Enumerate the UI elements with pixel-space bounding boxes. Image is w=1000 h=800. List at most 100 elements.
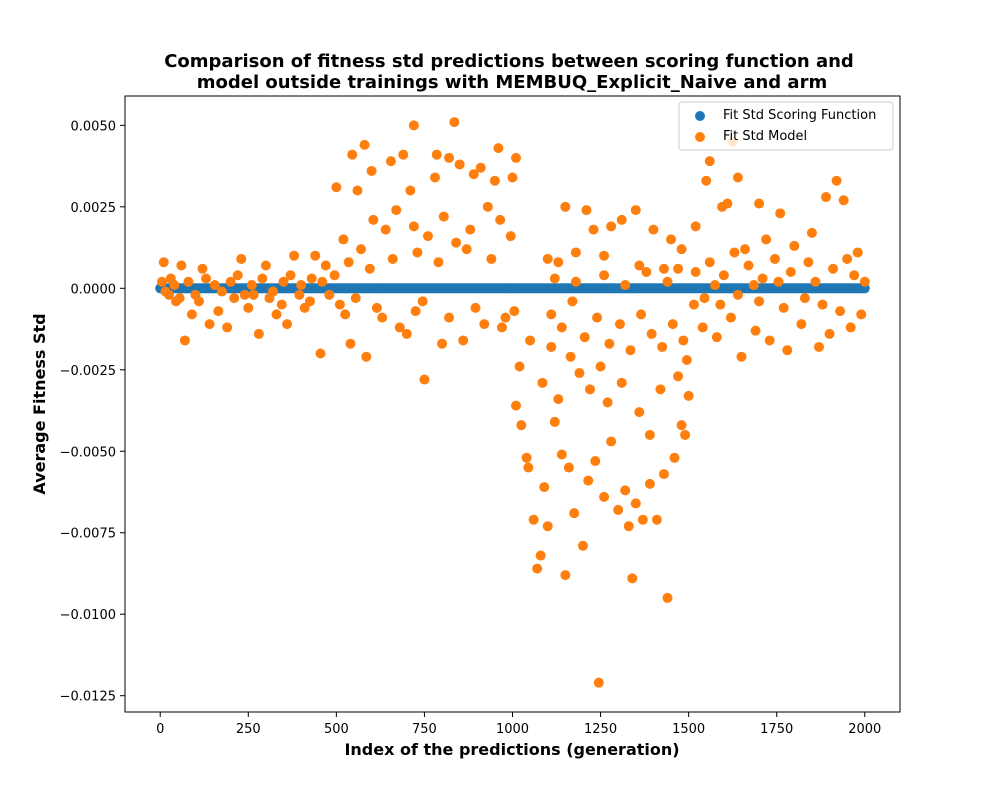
model-point bbox=[511, 152, 522, 163]
model-point bbox=[546, 341, 557, 352]
model-point bbox=[602, 397, 613, 408]
model-point bbox=[377, 312, 388, 323]
model-point bbox=[710, 280, 721, 291]
model-point bbox=[306, 273, 317, 284]
plot-area bbox=[155, 117, 870, 688]
model-point bbox=[704, 156, 715, 167]
model-point bbox=[711, 332, 722, 343]
model-point bbox=[701, 175, 712, 186]
model-point bbox=[213, 306, 224, 317]
model-point bbox=[592, 312, 603, 323]
model-point bbox=[186, 309, 197, 320]
x-tick-label: 1250 bbox=[584, 722, 617, 737]
x-tick-label: 250 bbox=[236, 722, 261, 737]
model-point bbox=[310, 250, 321, 261]
model-point bbox=[190, 289, 201, 300]
model-point bbox=[539, 482, 550, 493]
model-point bbox=[412, 247, 423, 258]
model-point bbox=[630, 498, 641, 509]
model-point bbox=[627, 573, 638, 584]
model-point bbox=[248, 289, 259, 300]
model-point bbox=[521, 452, 532, 463]
model-point bbox=[824, 328, 835, 339]
model-point bbox=[599, 250, 610, 261]
model-point bbox=[775, 208, 786, 219]
model-point bbox=[405, 185, 416, 196]
model-point bbox=[849, 270, 860, 281]
model-point bbox=[475, 162, 486, 173]
model-point bbox=[398, 149, 409, 160]
model-point bbox=[616, 214, 627, 225]
model-point bbox=[430, 172, 440, 183]
model-point bbox=[417, 296, 428, 307]
model-point bbox=[296, 280, 307, 291]
model-point bbox=[556, 322, 567, 333]
model-point bbox=[496, 322, 507, 333]
model-point bbox=[486, 253, 497, 264]
x-tick-label: 1500 bbox=[672, 722, 705, 737]
model-point bbox=[156, 276, 167, 287]
model-point bbox=[773, 276, 784, 287]
model-point bbox=[514, 361, 525, 372]
model-point bbox=[239, 289, 250, 300]
x-tick-label: 1750 bbox=[760, 722, 793, 737]
model-point bbox=[856, 309, 867, 320]
model-point bbox=[352, 185, 363, 196]
model-point bbox=[232, 270, 243, 281]
model-point bbox=[556, 449, 567, 460]
model-point bbox=[743, 260, 754, 271]
model-point bbox=[614, 319, 625, 330]
model-point bbox=[813, 341, 824, 352]
model-point bbox=[828, 263, 839, 274]
model-point bbox=[590, 456, 601, 467]
model-point bbox=[549, 273, 560, 284]
model-point bbox=[209, 280, 220, 291]
model-point bbox=[542, 521, 553, 532]
model-point bbox=[604, 338, 615, 349]
model-point bbox=[458, 335, 469, 346]
model-point bbox=[859, 276, 870, 287]
model-point bbox=[289, 250, 300, 261]
model-point bbox=[569, 508, 580, 519]
model-point bbox=[606, 221, 617, 232]
model-point bbox=[583, 475, 594, 486]
model-point bbox=[257, 273, 268, 284]
model-point bbox=[444, 152, 455, 163]
model-point bbox=[361, 351, 372, 362]
model-point bbox=[345, 338, 356, 349]
model-point bbox=[243, 302, 254, 313]
model-point bbox=[532, 563, 543, 574]
model-point bbox=[437, 338, 448, 349]
model-point bbox=[620, 280, 631, 291]
model-point bbox=[666, 234, 677, 245]
model-point bbox=[528, 514, 539, 525]
model-point bbox=[574, 368, 585, 379]
chart-title-line-1: Comparison of fitness std predictions be… bbox=[164, 51, 854, 72]
model-point bbox=[500, 312, 511, 323]
model-point bbox=[222, 322, 233, 333]
model-point bbox=[282, 319, 293, 330]
model-point bbox=[525, 335, 536, 346]
model-point bbox=[160, 286, 171, 297]
x-tick-label: 2000 bbox=[848, 722, 881, 737]
model-point bbox=[646, 328, 657, 339]
model-point bbox=[563, 462, 574, 473]
model-point bbox=[183, 276, 194, 287]
model-point bbox=[625, 345, 636, 356]
model-point bbox=[648, 224, 659, 235]
model-point bbox=[340, 309, 351, 320]
y-tick-label: −0.0100 bbox=[60, 608, 116, 623]
model-point bbox=[535, 550, 546, 561]
model-point bbox=[523, 462, 534, 473]
model-point bbox=[216, 286, 227, 297]
model-point bbox=[394, 322, 405, 333]
model-point bbox=[324, 289, 335, 300]
model-point bbox=[371, 302, 382, 313]
model-point bbox=[169, 280, 180, 291]
model-point bbox=[438, 211, 449, 222]
model-point bbox=[465, 224, 476, 235]
model-point bbox=[278, 276, 289, 287]
model-point bbox=[842, 253, 853, 264]
model-point bbox=[658, 263, 669, 274]
